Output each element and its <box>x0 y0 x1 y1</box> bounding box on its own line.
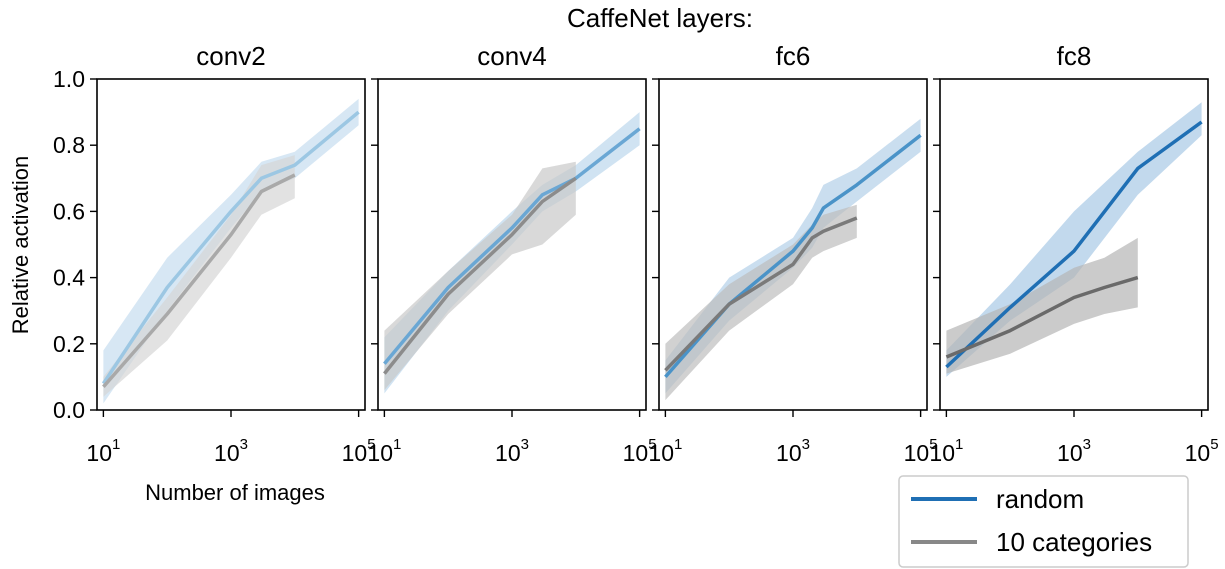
panel-fc8: fc8 101 103 105 <box>929 41 1218 466</box>
x-tick-label-conv2: 103 <box>214 436 248 466</box>
line-fc6-10-categories <box>664 216 858 372</box>
x-tick-label-fc6: 105 <box>904 436 938 466</box>
line-conv2-random <box>101 110 360 385</box>
y-tick-label: 0.4 <box>53 265 85 291</box>
panel-title-conv4: conv4 <box>477 41 546 71</box>
band-conv4-10-categories <box>384 161 576 391</box>
y-tick-label: 0.6 <box>53 198 85 224</box>
y-tick-label: 1.0 <box>53 66 85 92</box>
line-conv4-random <box>383 127 641 365</box>
x-tick-label-conv2: 105 <box>342 436 376 466</box>
panel-title-fc6: fc6 <box>776 41 811 71</box>
line-fc8-random <box>945 120 1203 369</box>
band-fc8-10-categories <box>946 237 1138 374</box>
panel-conv4: conv4 101 103 105 <box>367 41 656 466</box>
x-axis-label: Number of images <box>145 480 325 505</box>
line-conv2-10-categories <box>102 173 296 388</box>
x-tick-label-conv4: 103 <box>495 436 529 466</box>
panel-title-conv2: conv2 <box>196 41 265 71</box>
y-tick-label: 0.2 <box>53 331 85 357</box>
legend-label-random: random <box>996 484 1084 514</box>
y-tick-label: 0.8 <box>53 132 85 158</box>
x-tick-label-fc8: 103 <box>1057 436 1091 466</box>
x-tick-label-fc8: 105 <box>1185 436 1219 466</box>
x-tick-label-conv4: 105 <box>623 436 657 466</box>
panels: conv2 0.0 0.2 0.4 0.6 0.8 1.0 101 103 105 conv4 101… <box>53 41 1219 466</box>
x-tick-label-conv4: 101 <box>367 436 401 466</box>
x-tick-label-fc6: 101 <box>648 436 682 466</box>
y-tick-label: 0.0 <box>53 397 85 423</box>
band-fc6-10-categories <box>665 204 857 401</box>
figure-suptitle: CaffeNet layers: <box>567 3 753 33</box>
legend: random 10 categories <box>898 475 1189 568</box>
panel-title-fc8: fc8 <box>1057 41 1092 71</box>
x-tick-label-fc8: 101 <box>929 436 963 466</box>
panel-fc6: fc6 101 103 105 <box>648 41 937 466</box>
line-conv4-10-categories <box>383 176 577 375</box>
line-fc8-10-categories <box>945 275 1139 359</box>
panel-conv2: conv2 0.0 0.2 0.4 0.6 0.8 1.0 101 103 105 <box>53 41 376 466</box>
x-tick-label-fc6: 103 <box>776 436 810 466</box>
legend-label-10-categories: 10 categories <box>996 527 1152 557</box>
y-axis-label: Relative activation <box>8 156 33 335</box>
x-tick-label-conv2: 101 <box>86 436 120 466</box>
